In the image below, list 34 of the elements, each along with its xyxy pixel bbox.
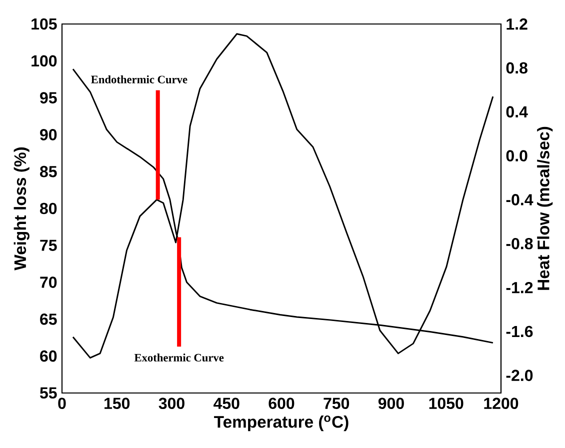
- y2-axis-title: Heat Flow (mcal/sec): [537, 126, 553, 290]
- x-tick-label: 900: [378, 398, 404, 410]
- y-tick-label: 60: [40, 350, 57, 362]
- annotation: Exothermic Curve: [134, 354, 224, 362]
- y2-tick-label: -1.2: [506, 282, 533, 294]
- y-tick-label: 70: [40, 276, 57, 288]
- y-tick-label: 105: [32, 18, 57, 30]
- x-tick-label: 1050: [429, 398, 464, 410]
- y-tick-label: 95: [40, 92, 57, 104]
- y2-tick-label: -2.0: [506, 370, 533, 382]
- y-tick-label: 85: [40, 166, 57, 178]
- y-axis-title: Weight loss (%): [14, 147, 30, 270]
- y-tick-label: 80: [40, 202, 57, 214]
- y2-tick-label: -0.4: [506, 194, 534, 206]
- x-tick-label: 750: [324, 398, 350, 410]
- x-tick-label: 0: [58, 398, 66, 410]
- x-tick-label: 450: [214, 398, 240, 410]
- y2-tick-label: 1.2: [506, 18, 528, 30]
- y-tick-label: 100: [32, 55, 57, 67]
- y2-tick-label: -1.6: [506, 326, 533, 338]
- x-axis-title: Temperature ($^{o}$C): [214, 416, 348, 432]
- y-tick-label: 65: [40, 314, 57, 325]
- x-tick-label: 600: [268, 398, 294, 410]
- y2-tick-label: 0.8: [506, 62, 528, 74]
- y-tick-label: 75: [40, 240, 57, 251]
- annotation: Endothermic Curve: [91, 75, 188, 84]
- y2-tick-label: 0.0: [506, 150, 528, 162]
- x-tick-label: 300: [158, 398, 184, 410]
- y2-tick-label: 0.4: [506, 106, 528, 118]
- y-tick-label: 90: [40, 129, 57, 140]
- y-tick-label: 55: [40, 387, 57, 399]
- y2-tick-label: -0.8: [506, 238, 533, 250]
- x-tick-label: 1200: [484, 398, 518, 410]
- x-tick-label: 150: [104, 398, 130, 410]
